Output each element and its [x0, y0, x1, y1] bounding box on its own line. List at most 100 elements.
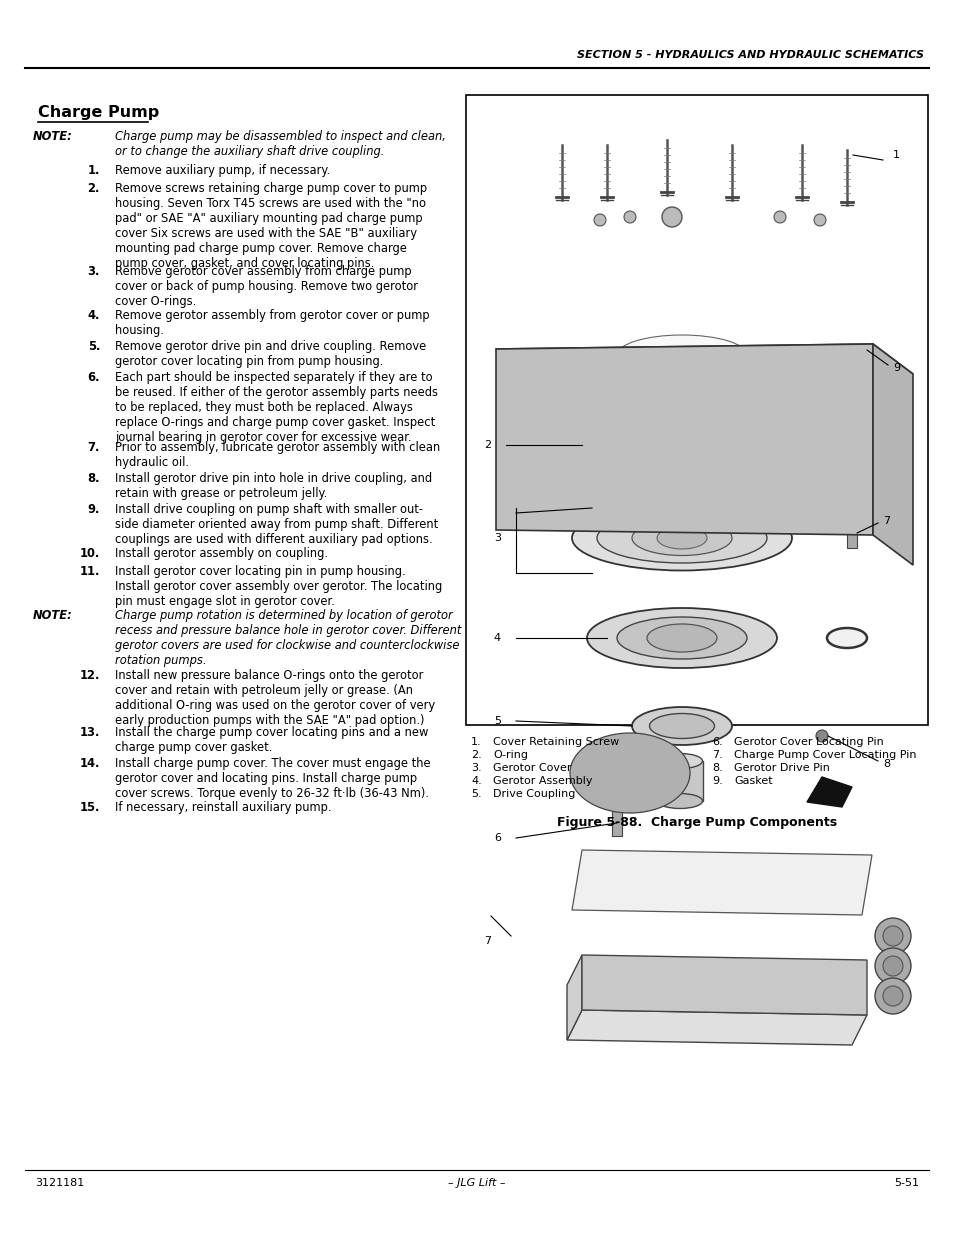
Text: 7: 7 — [483, 936, 491, 946]
Ellipse shape — [586, 608, 776, 668]
Text: 6.: 6. — [711, 737, 721, 747]
Ellipse shape — [631, 520, 731, 556]
Text: Charge Pump: Charge Pump — [38, 105, 159, 120]
Text: 5: 5 — [494, 716, 500, 726]
Circle shape — [874, 918, 910, 953]
Text: 9: 9 — [892, 363, 900, 373]
Bar — [612, 811, 621, 836]
Text: Charge pump rotation is determined by location of gerotor
recess and pressure ba: Charge pump rotation is determined by lo… — [115, 609, 461, 667]
Text: 8.: 8. — [711, 763, 722, 773]
Text: Install drive coupling on pump shaft with smaller out-
side diameter oriented aw: Install drive coupling on pump shaft wit… — [115, 503, 437, 546]
Text: 10.: 10. — [80, 547, 100, 559]
Text: Install new pressure balance O-rings onto the gerotor
cover and retain with petr: Install new pressure balance O-rings ont… — [115, 669, 435, 727]
Text: O-ring: O-ring — [493, 750, 527, 760]
Circle shape — [773, 211, 785, 224]
Text: 9.: 9. — [88, 503, 100, 516]
Text: Figure 5-88.  Charge Pump Components: Figure 5-88. Charge Pump Components — [557, 816, 836, 829]
Polygon shape — [496, 345, 912, 379]
Text: – JLG Lift –: – JLG Lift – — [448, 1178, 505, 1188]
Text: NOTE:: NOTE: — [33, 609, 73, 622]
Text: 8: 8 — [882, 760, 889, 769]
Text: Remove gerotor cover assembly from charge pump
cover or back of pump housing. Re: Remove gerotor cover assembly from charg… — [115, 266, 417, 308]
Text: Install the charge pump cover locating pins and a new
charge pump cover gasket.: Install the charge pump cover locating p… — [115, 726, 428, 755]
Polygon shape — [572, 850, 871, 915]
Circle shape — [623, 211, 636, 224]
Ellipse shape — [657, 794, 701, 809]
Ellipse shape — [657, 753, 701, 768]
Text: 6: 6 — [494, 832, 500, 844]
Text: 2.: 2. — [471, 750, 481, 760]
Text: 3: 3 — [494, 534, 500, 543]
Text: Charge pump may be disassembled to inspect and clean,
or to change the auxiliary: Charge pump may be disassembled to inspe… — [115, 130, 445, 158]
Text: 4: 4 — [494, 634, 500, 643]
Ellipse shape — [631, 706, 731, 745]
Text: Install charge pump cover. The cover must engage the
gerotor cover and locating : Install charge pump cover. The cover mus… — [115, 757, 430, 800]
Text: Gerotor Cover Locating Pin: Gerotor Cover Locating Pin — [733, 737, 882, 747]
Text: 12.: 12. — [79, 669, 100, 682]
Text: 1: 1 — [892, 149, 899, 161]
Text: 2.: 2. — [88, 182, 100, 195]
Text: 9.: 9. — [711, 776, 722, 785]
Ellipse shape — [572, 505, 791, 571]
Ellipse shape — [569, 734, 689, 813]
Text: Drive Coupling: Drive Coupling — [493, 789, 575, 799]
Text: Install gerotor assembly on coupling.: Install gerotor assembly on coupling. — [115, 547, 328, 559]
Text: 1.: 1. — [471, 737, 481, 747]
Text: Install gerotor drive pin into hole in drive coupling, and
retain with grease or: Install gerotor drive pin into hole in d… — [115, 472, 432, 500]
Circle shape — [661, 207, 681, 227]
Ellipse shape — [649, 714, 714, 739]
Circle shape — [882, 986, 902, 1007]
Text: 8.: 8. — [88, 472, 100, 485]
Text: If necessary, reinstall auxiliary pump.: If necessary, reinstall auxiliary pump. — [115, 802, 331, 814]
Text: 3121181: 3121181 — [35, 1178, 84, 1188]
Text: Remove gerotor drive pin and drive coupling. Remove
gerotor cover locating pin f: Remove gerotor drive pin and drive coupl… — [115, 340, 426, 368]
Text: Charge Pump Cover Locating Pin: Charge Pump Cover Locating Pin — [733, 750, 916, 760]
Circle shape — [882, 926, 902, 946]
Polygon shape — [496, 345, 872, 535]
Circle shape — [882, 956, 902, 976]
Text: Gerotor Cover: Gerotor Cover — [493, 763, 571, 773]
Text: 15.: 15. — [79, 802, 100, 814]
Polygon shape — [566, 1010, 866, 1045]
Text: 6.: 6. — [88, 370, 100, 384]
Text: Install gerotor cover locating pin in pump housing.
Install gerotor cover assemb: Install gerotor cover locating pin in pu… — [115, 564, 442, 608]
Text: Remove gerotor assembly from gerotor cover or pump
housing.: Remove gerotor assembly from gerotor cov… — [115, 309, 429, 337]
Text: 13.: 13. — [79, 726, 100, 739]
Bar — [658, 761, 702, 802]
Circle shape — [815, 730, 827, 742]
Ellipse shape — [657, 527, 706, 550]
Ellipse shape — [617, 427, 746, 462]
Text: 4.: 4. — [471, 776, 481, 785]
Bar — [465, 95, 927, 725]
Ellipse shape — [597, 513, 766, 563]
Text: 7.: 7. — [711, 750, 722, 760]
Text: Gerotor Assembly: Gerotor Assembly — [493, 776, 592, 785]
Text: 3.: 3. — [88, 266, 100, 278]
Text: Cover Retaining Screw: Cover Retaining Screw — [493, 737, 618, 747]
Text: 7: 7 — [882, 516, 889, 526]
Text: Prior to assembly, lubricate gerotor assembly with clean
hydraulic oil.: Prior to assembly, lubricate gerotor ass… — [115, 441, 439, 469]
Text: 11.: 11. — [79, 564, 100, 578]
Text: Remove screws retaining charge pump cover to pump
housing. Seven Torx T45 screws: Remove screws retaining charge pump cove… — [115, 182, 427, 270]
Text: 5-51: 5-51 — [893, 1178, 918, 1188]
Ellipse shape — [617, 335, 746, 375]
Text: Gerotor Drive Pin: Gerotor Drive Pin — [733, 763, 829, 773]
Text: 7.: 7. — [88, 441, 100, 454]
Circle shape — [813, 214, 825, 226]
Text: NOTE:: NOTE: — [33, 130, 73, 143]
Text: SECTION 5 - HYDRAULICS AND HYDRAULIC SCHEMATICS: SECTION 5 - HYDRAULICS AND HYDRAULIC SCH… — [577, 49, 923, 61]
Polygon shape — [806, 777, 851, 806]
Polygon shape — [872, 345, 912, 564]
Text: Remove auxiliary pump, if necessary.: Remove auxiliary pump, if necessary. — [115, 164, 330, 177]
Text: 3.: 3. — [471, 763, 481, 773]
Polygon shape — [566, 955, 581, 1040]
Text: Gasket: Gasket — [733, 776, 772, 785]
Text: Each part should be inspected separately if they are to
be reused. If either of : Each part should be inspected separately… — [115, 370, 437, 445]
Text: 14.: 14. — [79, 757, 100, 769]
Ellipse shape — [581, 417, 781, 473]
Polygon shape — [581, 955, 866, 1015]
Text: 4.: 4. — [88, 309, 100, 322]
Ellipse shape — [617, 618, 746, 659]
Ellipse shape — [826, 629, 866, 648]
Text: 2: 2 — [483, 440, 491, 450]
